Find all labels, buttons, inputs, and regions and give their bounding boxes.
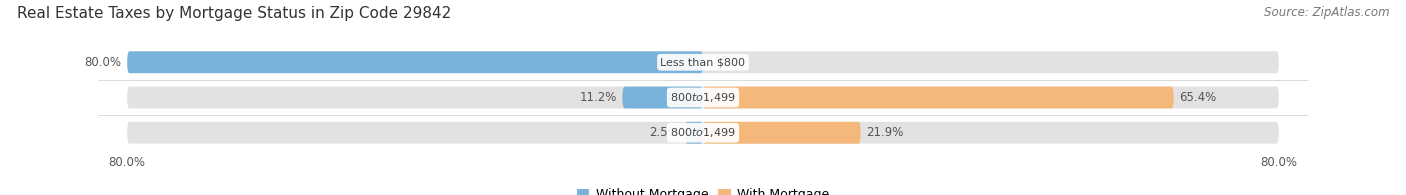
FancyBboxPatch shape (703, 87, 1174, 108)
FancyBboxPatch shape (703, 122, 860, 144)
Text: Less than $800: Less than $800 (661, 57, 745, 67)
FancyBboxPatch shape (127, 87, 1279, 108)
FancyBboxPatch shape (127, 51, 703, 73)
Text: 80.0%: 80.0% (84, 56, 121, 69)
Legend: Without Mortgage, With Mortgage: Without Mortgage, With Mortgage (572, 183, 834, 195)
Text: 65.4%: 65.4% (1180, 91, 1216, 104)
Text: $800 to $1,499: $800 to $1,499 (671, 126, 735, 139)
Text: 21.9%: 21.9% (866, 126, 904, 139)
Text: Real Estate Taxes by Mortgage Status in Zip Code 29842: Real Estate Taxes by Mortgage Status in … (17, 6, 451, 21)
Text: $800 to $1,499: $800 to $1,499 (671, 91, 735, 104)
Text: Source: ZipAtlas.com: Source: ZipAtlas.com (1264, 6, 1389, 19)
FancyBboxPatch shape (127, 51, 1279, 73)
FancyBboxPatch shape (127, 122, 1279, 144)
Text: 11.2%: 11.2% (579, 91, 617, 104)
FancyBboxPatch shape (623, 87, 703, 108)
FancyBboxPatch shape (685, 122, 703, 144)
Text: 2.5%: 2.5% (650, 126, 679, 139)
